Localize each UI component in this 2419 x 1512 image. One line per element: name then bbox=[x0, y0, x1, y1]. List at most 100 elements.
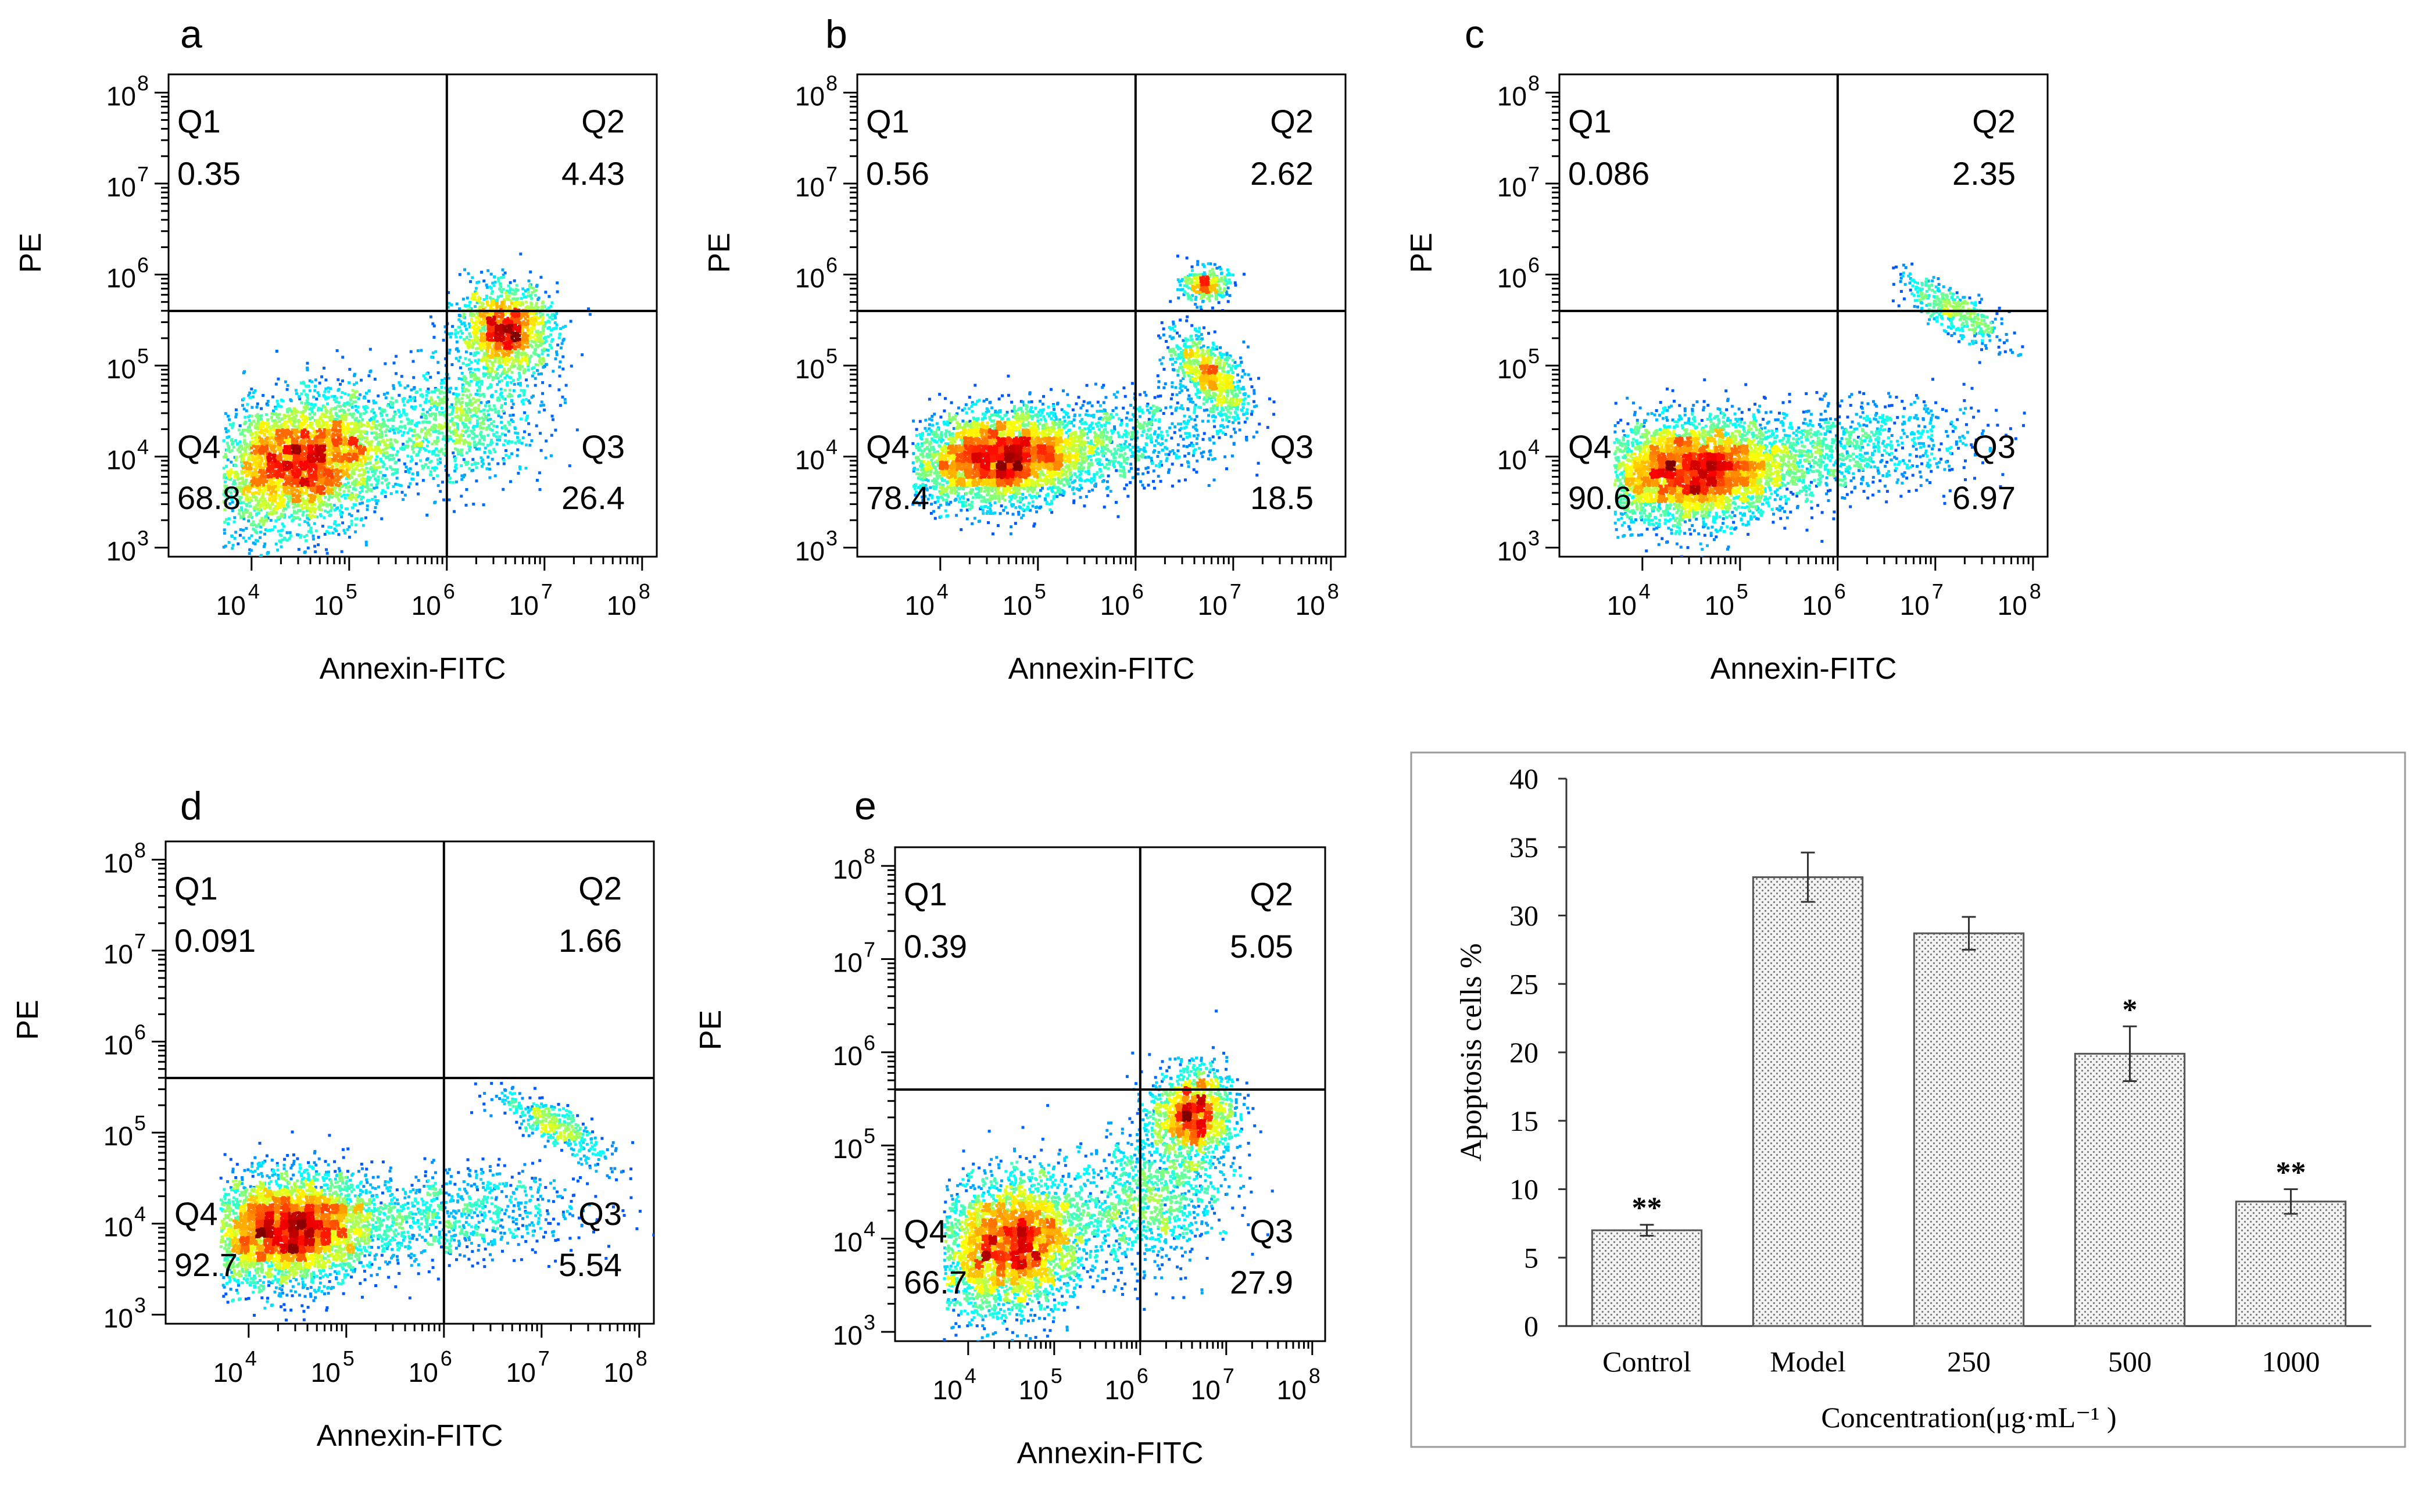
event-dot bbox=[463, 338, 466, 341]
event-dot bbox=[377, 440, 380, 444]
event-dot bbox=[518, 367, 521, 370]
event-dot bbox=[331, 428, 335, 432]
event-dot bbox=[431, 442, 434, 446]
event-dot bbox=[292, 516, 296, 519]
event-dot bbox=[441, 438, 445, 441]
event-dot bbox=[432, 324, 436, 328]
event-dot bbox=[295, 504, 298, 508]
event-dot bbox=[487, 376, 490, 379]
event-dot bbox=[245, 498, 248, 501]
event-dot bbox=[455, 422, 457, 425]
event-dot bbox=[448, 498, 451, 501]
event-dot bbox=[383, 410, 387, 413]
event-dot bbox=[355, 493, 358, 497]
event-dot bbox=[452, 430, 455, 433]
event-dot bbox=[240, 445, 244, 449]
event-dot bbox=[285, 420, 288, 424]
event-dot bbox=[443, 425, 446, 428]
event-dot bbox=[298, 395, 301, 399]
event-dot bbox=[392, 361, 396, 365]
event-dot bbox=[276, 439, 280, 443]
event-dot bbox=[396, 427, 400, 431]
event-dot bbox=[436, 439, 439, 442]
event-dot bbox=[337, 484, 341, 487]
event-dot bbox=[412, 450, 416, 454]
event-dot bbox=[373, 495, 377, 499]
event-dot bbox=[438, 391, 442, 395]
event-dot bbox=[293, 511, 296, 514]
event-dot bbox=[230, 438, 234, 441]
event-dot bbox=[520, 347, 523, 350]
event-dot bbox=[333, 522, 337, 525]
event-dot bbox=[359, 482, 362, 486]
event-dot bbox=[503, 388, 507, 392]
event-dot bbox=[546, 353, 550, 357]
event-dot bbox=[514, 303, 517, 306]
event-dot bbox=[462, 475, 466, 479]
event-dot bbox=[239, 506, 243, 510]
event-dot bbox=[495, 299, 499, 303]
event-dot bbox=[534, 343, 538, 347]
event-dot bbox=[284, 440, 288, 444]
event-dot bbox=[258, 483, 262, 486]
event-dot bbox=[350, 476, 354, 479]
event-dot bbox=[371, 422, 375, 425]
event-dot bbox=[242, 457, 245, 461]
event-dot bbox=[346, 461, 349, 465]
event-dot bbox=[501, 268, 504, 271]
event-dot bbox=[368, 461, 372, 465]
event-dot bbox=[357, 494, 361, 497]
event-dot bbox=[371, 470, 375, 473]
event-dot bbox=[425, 514, 429, 517]
event-dot bbox=[541, 392, 545, 395]
event-dot bbox=[284, 477, 287, 481]
event-dot bbox=[289, 454, 292, 458]
event-dot bbox=[503, 371, 507, 375]
event-dot bbox=[228, 474, 232, 477]
event-dot bbox=[524, 418, 528, 422]
event-dot bbox=[313, 389, 317, 392]
event-dot bbox=[296, 410, 299, 414]
event-dot bbox=[498, 360, 501, 364]
event-dot bbox=[463, 474, 466, 476]
event-dot bbox=[256, 415, 259, 419]
event-dot bbox=[328, 481, 332, 484]
event-dot bbox=[366, 449, 370, 452]
event-dot bbox=[492, 433, 496, 436]
event-dot bbox=[253, 472, 257, 475]
event-dot bbox=[298, 491, 302, 495]
event-dot bbox=[243, 481, 246, 485]
event-dot bbox=[306, 406, 309, 410]
event-dot bbox=[359, 491, 362, 494]
event-dot bbox=[455, 340, 459, 343]
event-dot bbox=[363, 412, 366, 415]
event-dot bbox=[279, 457, 282, 460]
event-dot bbox=[304, 409, 307, 412]
event-dot bbox=[259, 525, 263, 529]
event-dot bbox=[314, 529, 318, 533]
event-dot bbox=[455, 357, 458, 360]
event-dot bbox=[360, 449, 363, 453]
event-dot bbox=[295, 439, 299, 443]
event-dot bbox=[506, 359, 510, 363]
event-dot bbox=[410, 419, 414, 422]
event-dot bbox=[308, 379, 312, 382]
event-dot bbox=[317, 506, 320, 509]
event-dot bbox=[295, 517, 298, 520]
event-dot bbox=[342, 490, 346, 493]
event-dot bbox=[498, 343, 502, 347]
event-dot bbox=[256, 479, 259, 482]
event-dot bbox=[341, 474, 344, 478]
event-dot bbox=[385, 483, 389, 486]
event-dot bbox=[493, 407, 497, 411]
event-dot bbox=[270, 416, 273, 419]
event-dot bbox=[493, 358, 497, 361]
event-dot bbox=[503, 367, 506, 371]
event-dot bbox=[398, 458, 400, 462]
event-dot bbox=[332, 446, 335, 450]
event-dot bbox=[441, 401, 444, 404]
event-dot bbox=[393, 468, 397, 471]
event-dot bbox=[280, 477, 283, 480]
event-dot bbox=[497, 398, 500, 402]
event-dot bbox=[317, 543, 320, 546]
